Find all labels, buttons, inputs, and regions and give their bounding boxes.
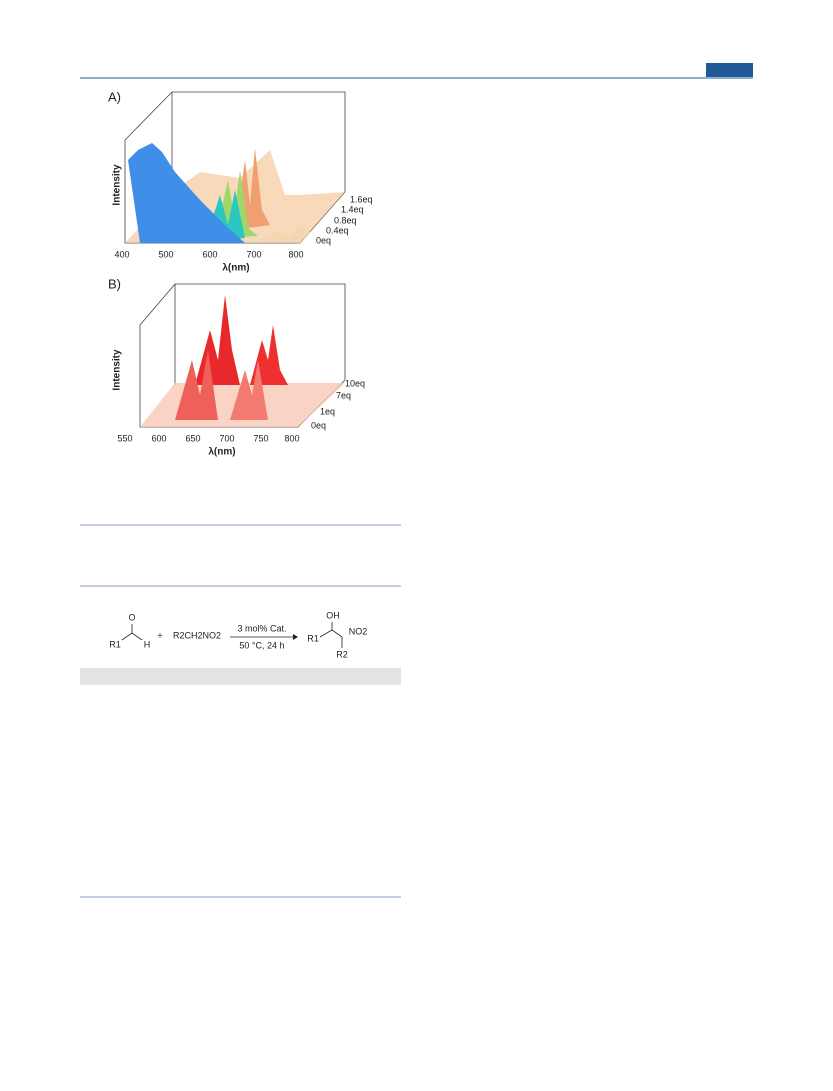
depth-label: 10eq	[345, 378, 365, 388]
x-tick-label: 400	[114, 249, 129, 259]
conditions: 50 °C, 24 h	[239, 640, 284, 650]
x-tick-label: 550	[117, 433, 132, 443]
x-tick-label: 600	[151, 433, 166, 443]
x-tick-label: 700	[219, 433, 234, 443]
spectrum-ridge	[260, 225, 310, 243]
spectrum-peak	[195, 295, 240, 385]
x-tick-label: 800	[288, 249, 303, 259]
spectrum-main	[128, 143, 245, 243]
x-tick-label: 500	[158, 249, 173, 259]
depth-label: 7eq	[336, 390, 351, 400]
atom: R1	[109, 639, 121, 649]
atom: OH	[326, 610, 340, 620]
x-tick-label: 750	[253, 433, 268, 443]
reagent: R2CH2NO2	[173, 630, 221, 640]
depth-label: 0eq	[316, 235, 331, 245]
depth-label: 1eq	[320, 406, 335, 416]
table-header-bar	[80, 668, 401, 685]
atom: NO2	[349, 626, 368, 636]
frame	[124, 91, 346, 192]
y-axis-label: Intensity	[112, 164, 123, 206]
bond	[121, 632, 143, 641]
arrow-head	[293, 634, 298, 640]
figure-a: A) Intensity 400 500 600 700 800 λ(nm) 1…	[108, 89, 373, 273]
x-tick-label: 800	[284, 433, 299, 443]
x-axis-label: λ(nm)	[208, 447, 235, 458]
depth-label: 1.4eq	[341, 204, 364, 214]
spectrum-peak	[230, 360, 268, 420]
atom: H	[144, 639, 151, 649]
y-axis-label: Intensity	[112, 349, 123, 391]
figure-b: B) Intensity 550 600 650 700 750 800 λ(n…	[108, 276, 365, 457]
frame	[139, 283, 346, 380]
atom: O	[128, 612, 135, 622]
depth-label: 0.4eq	[326, 225, 349, 235]
spectrum-peak	[175, 350, 218, 420]
depth-label: 0.8eq	[334, 215, 357, 225]
panel-label: B)	[108, 276, 121, 291]
depth-label: 0eq	[311, 420, 326, 430]
x-tick-label: 650	[185, 433, 200, 443]
catalyst: 3 mol% Cat.	[237, 623, 286, 633]
x-axis-label: λ(nm)	[222, 263, 249, 274]
depth-label: 1.6eq	[350, 194, 373, 204]
bond	[319, 629, 343, 638]
reaction-scheme: O R1 H + R2CH2NO2 3 mol% Cat. 50 °C, 24 …	[109, 610, 367, 659]
header-tab	[706, 63, 753, 77]
atom: R1	[307, 633, 319, 643]
plus: +	[157, 630, 162, 640]
panel-label: A)	[108, 89, 121, 104]
x-tick-label: 600	[202, 249, 217, 259]
atom: R2	[336, 649, 348, 659]
x-tick-label: 700	[246, 249, 261, 259]
